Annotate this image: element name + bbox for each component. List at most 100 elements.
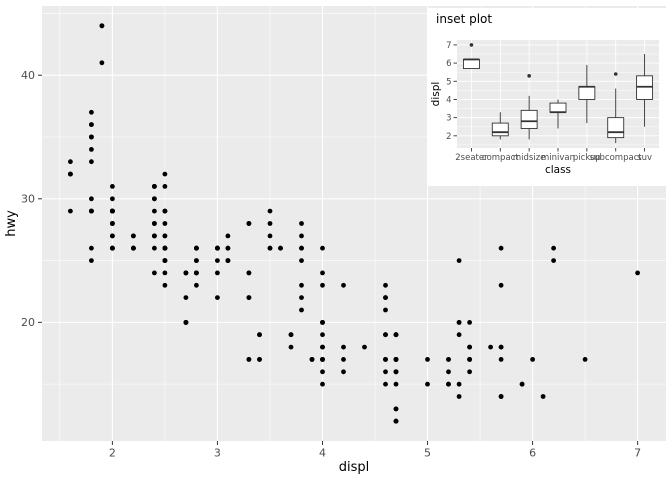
data-point <box>320 344 325 350</box>
y-tick-label: 40 <box>21 69 35 82</box>
data-point <box>467 320 472 325</box>
data-point <box>89 109 94 115</box>
data-point <box>110 208 115 214</box>
x-axis-title: displ <box>339 460 370 475</box>
data-point <box>299 282 304 288</box>
data-point <box>393 418 399 424</box>
data-point <box>425 381 430 387</box>
data-point <box>110 233 115 239</box>
data-point <box>89 122 94 127</box>
data-point <box>551 245 556 251</box>
box-plot-box <box>636 75 654 100</box>
data-point <box>215 295 220 300</box>
data-point <box>267 245 273 251</box>
data-point <box>183 320 189 325</box>
data-point <box>194 245 199 251</box>
data-point <box>320 245 325 251</box>
data-point <box>540 394 546 399</box>
data-point <box>246 295 252 300</box>
inset-x-tick-label: 2seater <box>455 153 488 163</box>
data-point <box>341 369 346 375</box>
data-point <box>99 23 105 29</box>
data-point <box>519 381 525 387</box>
data-point <box>194 282 199 288</box>
data-point <box>456 394 462 399</box>
data-point <box>288 332 294 338</box>
data-point <box>393 381 399 387</box>
x-tick-label: 5 <box>424 447 431 460</box>
inset-y-tick-label: 3 <box>446 114 451 124</box>
data-point <box>498 357 504 362</box>
data-point <box>341 357 346 362</box>
inset-x-tick-label: pickup <box>573 153 601 163</box>
data-point <box>152 245 157 251</box>
data-point <box>194 258 199 263</box>
data-point <box>299 258 304 263</box>
inset-y-tick-label: 4 <box>446 95 451 105</box>
data-point <box>162 184 168 189</box>
data-point <box>320 270 325 276</box>
data-point <box>246 270 252 276</box>
data-point <box>299 307 304 313</box>
data-point <box>288 344 294 350</box>
data-point <box>551 258 556 263</box>
data-point <box>110 196 115 202</box>
x-tick-label: 2 <box>109 447 116 460</box>
data-point <box>383 381 388 387</box>
data-point <box>320 320 325 325</box>
data-point <box>215 258 220 263</box>
data-point <box>246 357 252 362</box>
data-point <box>162 282 168 288</box>
data-point <box>131 233 136 239</box>
data-point <box>456 332 462 338</box>
inset-x-tick-label: midsize <box>513 153 546 163</box>
data-point <box>446 381 451 387</box>
data-point <box>446 369 451 375</box>
data-point <box>425 357 430 362</box>
x-tick-label: 4 <box>319 447 326 460</box>
data-point <box>320 369 325 375</box>
data-point <box>582 357 588 362</box>
data-point <box>225 258 231 263</box>
inset-y-tick-label: 2 <box>446 132 451 142</box>
data-point <box>393 332 399 338</box>
data-point <box>215 245 220 251</box>
data-point <box>467 369 472 375</box>
data-point <box>162 171 168 177</box>
data-point <box>267 208 273 214</box>
data-point <box>89 196 94 202</box>
data-point <box>341 282 346 288</box>
inset-x-tick-label: compact <box>482 153 519 163</box>
data-point <box>162 258 168 263</box>
data-point <box>215 270 220 276</box>
data-point <box>299 295 304 300</box>
data-point <box>267 233 273 239</box>
data-point <box>383 295 388 300</box>
data-point <box>110 184 115 189</box>
data-point <box>89 134 94 140</box>
data-point <box>99 60 105 66</box>
data-point <box>393 406 399 412</box>
data-point <box>320 357 325 362</box>
data-point <box>152 270 157 276</box>
y-tick-label: 20 <box>21 316 35 329</box>
data-point <box>89 208 94 214</box>
data-point <box>89 147 94 152</box>
data-point <box>68 171 73 177</box>
inset-y-tick-label: 7 <box>446 41 451 51</box>
data-point <box>383 332 388 338</box>
data-point <box>446 357 451 362</box>
outlier-point <box>613 72 618 76</box>
data-point <box>257 357 262 362</box>
box-plot-box <box>520 109 538 129</box>
inset-y-tick-label: 5 <box>446 77 451 87</box>
y-tick-label: 30 <box>21 193 35 206</box>
data-point <box>498 282 504 288</box>
data-point <box>530 357 535 362</box>
data-point <box>320 282 325 288</box>
data-point <box>467 344 472 350</box>
x-tick-label: 6 <box>529 447 536 460</box>
data-point <box>488 344 493 350</box>
data-point <box>89 245 94 251</box>
